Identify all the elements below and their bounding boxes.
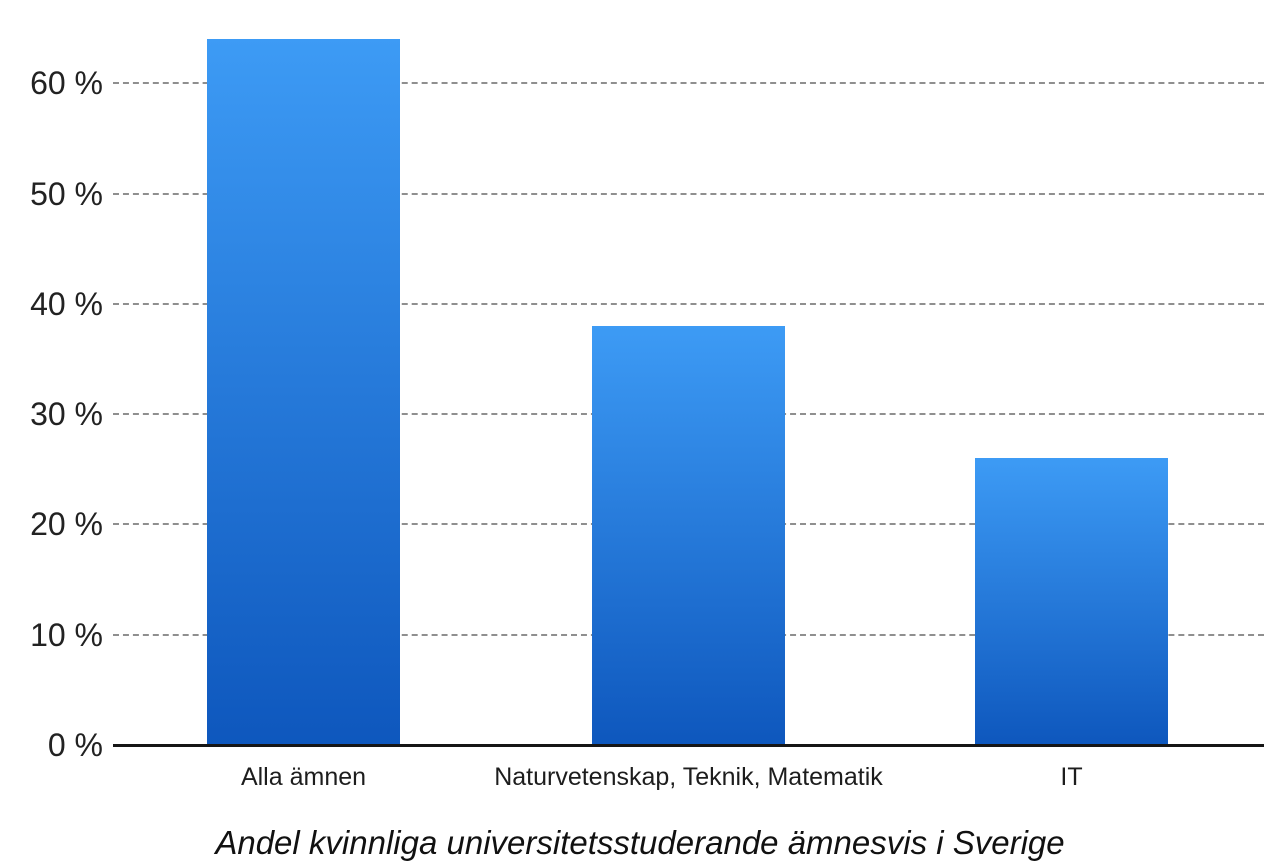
y-tick-label-60: 60 % — [0, 65, 103, 101]
y-tick-label-40: 40 % — [0, 286, 103, 322]
y-tick-label-30: 30 % — [0, 396, 103, 432]
bar-2 — [592, 326, 785, 745]
y-tick-label-0: 0 % — [0, 727, 103, 763]
x-axis-line — [113, 744, 1264, 747]
y-tick-label-10: 10 % — [0, 617, 103, 653]
y-tick-label-20: 20 % — [0, 506, 103, 542]
x-tick-label-3: IT — [812, 762, 1280, 792]
bar-3 — [975, 458, 1168, 745]
chart-caption: Andel kvinnliga universitetsstuderande ä… — [0, 824, 1280, 862]
bar-1 — [207, 39, 400, 745]
y-tick-label-50: 50 % — [0, 176, 103, 212]
